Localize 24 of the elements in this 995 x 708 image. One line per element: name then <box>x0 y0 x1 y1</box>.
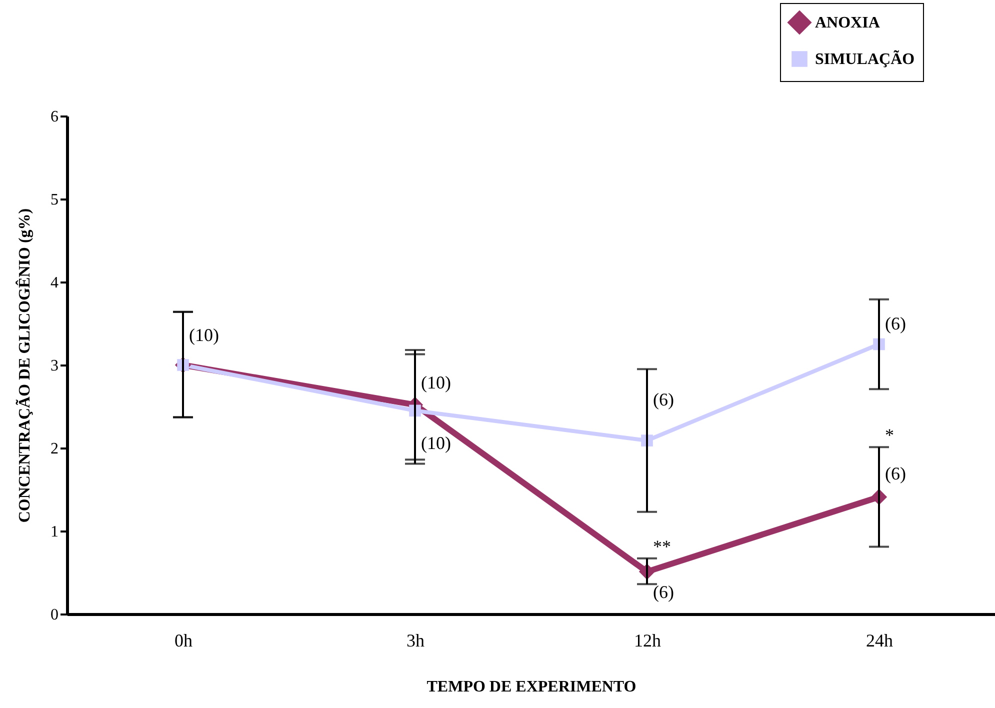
x-tick-label: 24h <box>866 630 893 650</box>
y-tick-label: 6 <box>50 108 58 126</box>
annotation: (6) <box>653 390 674 410</box>
annotation: (6) <box>885 464 906 484</box>
legend-label: ANOXIA <box>815 14 880 32</box>
annotation: (10) <box>421 372 451 392</box>
y-axis-title: CONCENTRAÇÃO DE GLICOGÊNIO (g%) <box>16 208 34 523</box>
annotation: (6) <box>653 582 674 602</box>
y-tick-label: 2 <box>50 440 58 458</box>
y-tick-label: 3 <box>50 358 58 374</box>
annotation: (10) <box>421 432 451 453</box>
x-tick-label: 12h <box>634 630 661 650</box>
y-tick-label: 1 <box>50 524 58 540</box>
annotation: * <box>885 425 894 446</box>
annotation: (10) <box>189 324 219 345</box>
y-tick-label: 5 <box>50 192 58 208</box>
annotation: ** <box>653 536 671 556</box>
legend-label: SIMULAÇÃO <box>815 50 915 68</box>
y-tick-label: 4 <box>50 274 58 292</box>
x-tick-label: 0h <box>174 630 192 650</box>
y-tick-label: 0 <box>50 606 58 624</box>
x-axis-title: TEMPO DE EXPERIMENTO <box>426 678 636 696</box>
x-tick-label: 3h <box>406 630 424 650</box>
annotation: (6) <box>885 313 906 334</box>
